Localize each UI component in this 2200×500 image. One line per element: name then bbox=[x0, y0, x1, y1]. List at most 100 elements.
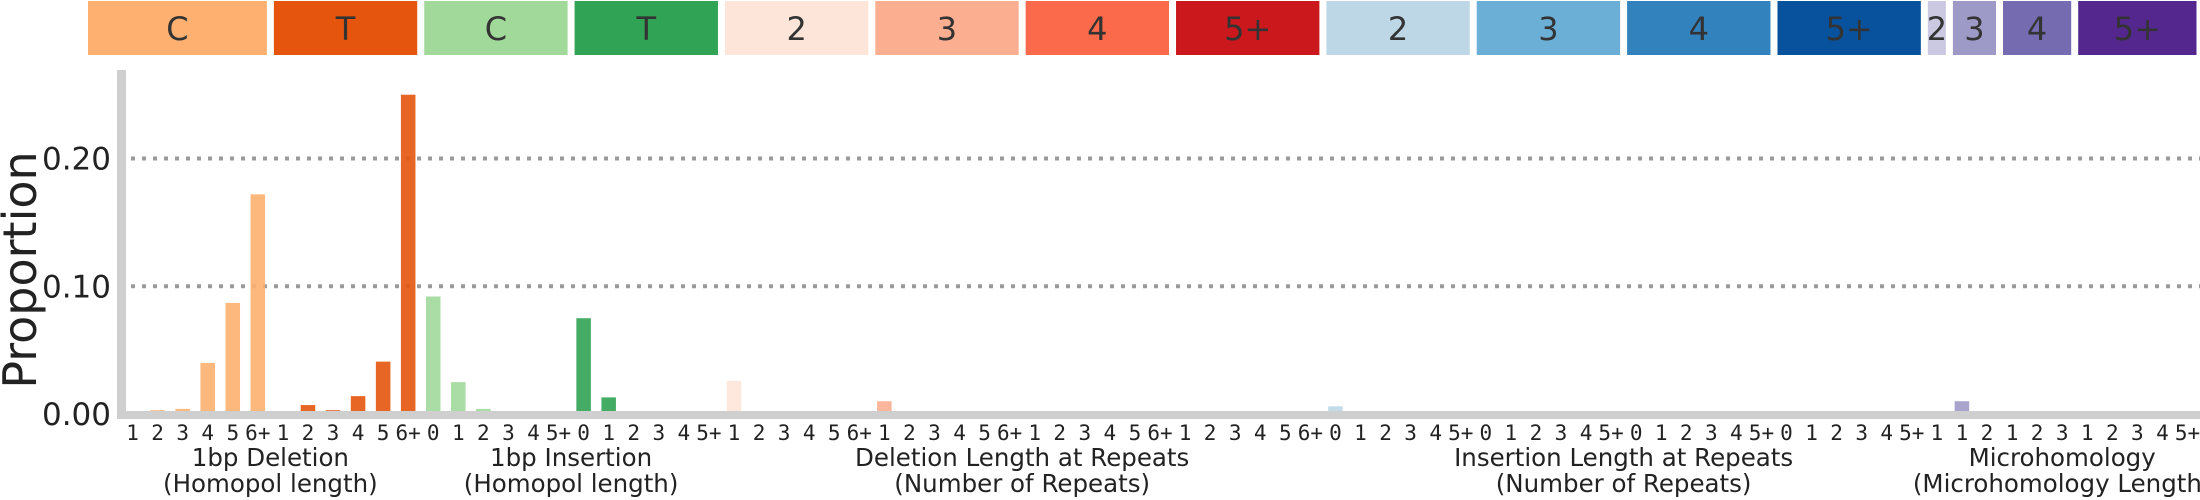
x-tick-label-40: 4 bbox=[1104, 421, 1117, 445]
x-tick-label-5: 5 bbox=[226, 421, 239, 445]
header-block-4 bbox=[574, 1, 718, 55]
header-block-12 bbox=[1777, 1, 1921, 55]
header-block-label-5: 2 bbox=[786, 10, 806, 48]
x-tick-label-48: 6+ bbox=[1298, 421, 1323, 445]
bar-13 bbox=[425, 296, 441, 414]
x-tick-label-31: 1 bbox=[878, 421, 891, 445]
x-tick-label-76: 1 bbox=[2006, 421, 2019, 445]
x-tick-label-56: 1 bbox=[1505, 421, 1518, 445]
x-tick-label-47: 5 bbox=[1279, 421, 1292, 445]
x-tick-label-71: 4 bbox=[1880, 421, 1893, 445]
header-block-label-1: C bbox=[166, 10, 188, 48]
x-tick-label-33: 3 bbox=[928, 421, 941, 445]
header-block-9 bbox=[1326, 1, 1470, 55]
x-tick-label-59: 4 bbox=[1580, 421, 1593, 445]
gridlines bbox=[120, 156, 2200, 289]
group-label-5-line1: Microhomology bbox=[1969, 443, 2156, 472]
x-tick-label-2: 2 bbox=[151, 421, 164, 445]
bars bbox=[125, 94, 2195, 414]
x-tick-label-68: 1 bbox=[1805, 421, 1818, 445]
header-block-16 bbox=[2078, 1, 2197, 55]
x-tick-label-72: 5+ bbox=[1899, 421, 1924, 445]
x-tick-label-8: 2 bbox=[302, 421, 315, 445]
x-tick-label-73: 1 bbox=[1931, 421, 1944, 445]
header-block-10 bbox=[1476, 1, 1621, 55]
x-tick-label-7: 1 bbox=[277, 421, 290, 445]
x-tick-label-21: 2 bbox=[627, 421, 640, 445]
group-label-3-line2: (Number of Repeats) bbox=[894, 469, 1150, 498]
bar-4 bbox=[200, 362, 215, 414]
x-tick-label-64: 3 bbox=[1705, 421, 1718, 445]
x-tick-label-4: 4 bbox=[201, 421, 214, 445]
x-tick-label-11: 5 bbox=[377, 421, 390, 445]
y-tick-label-1: 0.10 bbox=[42, 269, 111, 305]
header-block-11 bbox=[1627, 1, 1771, 55]
x-tick-label-78: 3 bbox=[2056, 421, 2069, 445]
x-tick-label-74: 1 bbox=[1956, 421, 1969, 445]
x-tick-label-49: 0 bbox=[1329, 421, 1342, 445]
y-tick-label-0: 0.00 bbox=[42, 397, 111, 433]
x-tick-label-29: 5 bbox=[828, 421, 841, 445]
x-tick-label-39: 3 bbox=[1078, 421, 1091, 445]
x-tick-label-55: 0 bbox=[1479, 421, 1492, 445]
bar-10 bbox=[350, 396, 366, 414]
group-label-3-line1: Deletion Length at Repeats bbox=[855, 443, 1189, 472]
header-block-6 bbox=[875, 1, 1019, 55]
x-tick-label-25: 1 bbox=[728, 421, 741, 445]
x-tick-label-30: 6+ bbox=[847, 421, 872, 445]
x-tick-label-46: 4 bbox=[1254, 421, 1267, 445]
x-tick-label-57: 2 bbox=[1530, 421, 1543, 445]
x-tick-label-45: 3 bbox=[1229, 421, 1242, 445]
x-tick-label-81: 3 bbox=[2131, 421, 2144, 445]
header-block-7 bbox=[1025, 1, 1170, 55]
x-tick-label-28: 4 bbox=[803, 421, 816, 445]
x-tick-label-54: 5+ bbox=[1448, 421, 1473, 445]
x-tick-label-12: 6+ bbox=[396, 421, 421, 445]
axis-labels: Proportion 1bp Deletion(Homopol length)1… bbox=[0, 151, 2200, 498]
x-tick-label-66: 5+ bbox=[1749, 421, 1774, 445]
x-tick-label-70: 3 bbox=[1855, 421, 1868, 445]
header-block-5 bbox=[724, 1, 869, 55]
header-block-label-8: 5+ bbox=[1224, 10, 1271, 48]
group-label-2-line1: 1bp Insertion bbox=[490, 443, 652, 472]
y-tick-label-2: 0.20 bbox=[42, 142, 111, 178]
bar-20 bbox=[601, 397, 616, 414]
bar-8 bbox=[300, 405, 316, 414]
x-tick-label-16: 3 bbox=[502, 421, 515, 445]
x-tick-label-61: 0 bbox=[1630, 421, 1643, 445]
header-block-label-4: T bbox=[635, 10, 656, 48]
x-tick-label-22: 3 bbox=[652, 421, 665, 445]
x-tick-label-37: 1 bbox=[1028, 421, 1041, 445]
bar-74 bbox=[1954, 401, 1970, 414]
x-tick-label-24: 5+ bbox=[696, 421, 721, 445]
x-tick-label-51: 2 bbox=[1379, 421, 1392, 445]
group-label-1-line1: 1bp Deletion bbox=[192, 443, 349, 472]
x-tick-label-20: 1 bbox=[602, 421, 615, 445]
x-tick-label-38: 2 bbox=[1053, 421, 1066, 445]
bar-25 bbox=[726, 380, 742, 414]
header-block-label-7: 4 bbox=[1087, 10, 1107, 48]
x-tick-label-62: 1 bbox=[1655, 421, 1668, 445]
x-tick-label-53: 4 bbox=[1429, 421, 1442, 445]
x-tick-label-82: 4 bbox=[2156, 421, 2169, 445]
x-tick-label-41: 5 bbox=[1129, 421, 1142, 445]
group-label-5-line2: (Microhomology Length) bbox=[1913, 469, 2200, 498]
x-tick-label-32: 2 bbox=[903, 421, 916, 445]
header-block-label-3: C bbox=[485, 10, 507, 48]
bar-31 bbox=[877, 401, 892, 414]
header-block-label-13: 2 bbox=[1927, 10, 1947, 48]
y-axis-line bbox=[117, 70, 126, 419]
x-tick-label-27: 3 bbox=[778, 421, 791, 445]
y-axis-label: Proportion bbox=[0, 151, 47, 388]
x-tick-label-6: 6+ bbox=[245, 421, 270, 445]
x-tick-label-65: 4 bbox=[1730, 421, 1743, 445]
x-tick-label-67: 0 bbox=[1780, 421, 1793, 445]
header-block-2 bbox=[273, 1, 418, 55]
header-block-13 bbox=[1927, 1, 1946, 55]
bar-14 bbox=[451, 382, 466, 414]
x-tick-label-77: 2 bbox=[2031, 421, 2044, 445]
x-tick-label-1: 1 bbox=[126, 421, 139, 445]
x-tick-label-15: 2 bbox=[477, 421, 490, 445]
x-tick-label-58: 3 bbox=[1555, 421, 1568, 445]
